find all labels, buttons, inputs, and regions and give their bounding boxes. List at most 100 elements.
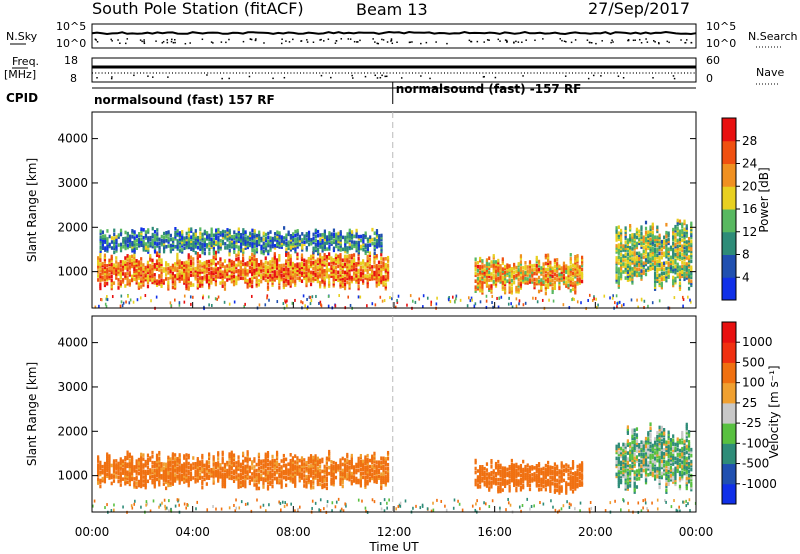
- data-cell: [201, 232, 204, 237]
- data-cell: [334, 257, 338, 262]
- data-cell: [103, 275, 107, 280]
- data-cell: [185, 235, 188, 240]
- data-cell: [576, 274, 579, 278]
- data-cell: [267, 239, 270, 244]
- data-cell: [122, 244, 125, 249]
- data-cell: [266, 470, 270, 475]
- data-cell: [303, 268, 306, 273]
- data-cell: [208, 233, 211, 238]
- data-cell: [624, 228, 627, 232]
- data-cell: [285, 249, 288, 254]
- data-cell: [276, 238, 279, 243]
- data-cell: [214, 274, 218, 279]
- data-cell: [394, 305, 397, 309]
- data-cell: [687, 262, 691, 267]
- data-cell: [685, 264, 688, 268]
- data-cell: [547, 277, 550, 282]
- data-cell: [359, 467, 362, 472]
- data-cell: [135, 459, 138, 463]
- data-cell: [237, 229, 240, 234]
- data-cell: [305, 277, 308, 282]
- data-cell: [124, 262, 127, 266]
- data-cell: [346, 280, 349, 285]
- nave-point: [206, 74, 208, 76]
- data-cell: [366, 471, 369, 476]
- data-cell: [676, 248, 679, 253]
- data-cell: [289, 466, 292, 471]
- data-cell: [269, 244, 272, 248]
- data-cell: [142, 248, 145, 252]
- data-cell: [517, 282, 520, 286]
- noise-search-point: [657, 42, 660, 44]
- data-cell: [212, 459, 215, 463]
- data-cell: [296, 266, 299, 271]
- data-cell: [219, 239, 222, 243]
- data-cell: [366, 264, 369, 269]
- data-cell: [135, 469, 138, 473]
- data-cell: [133, 269, 136, 274]
- nave-point: [429, 77, 431, 80]
- data-cell: [631, 243, 634, 247]
- data-cell: [142, 244, 145, 248]
- data-cell: [341, 270, 344, 275]
- data-cell: [348, 234, 351, 239]
- data-cell: [176, 233, 179, 237]
- data-cell: [155, 267, 159, 271]
- data-cell: [228, 244, 231, 249]
- data-cell: [560, 278, 563, 282]
- data-cell: [377, 280, 381, 285]
- data-cell: [323, 255, 326, 259]
- data-cell: [687, 264, 691, 269]
- data-cell: [244, 240, 247, 244]
- data-cell: [386, 255, 390, 260]
- data-cell: [142, 269, 145, 273]
- data-cell: [192, 244, 195, 249]
- data-cell: [233, 300, 236, 304]
- data-cell: [580, 271, 584, 276]
- data-cell: [146, 278, 150, 283]
- data-cell: [681, 264, 684, 269]
- data-cell: [194, 241, 197, 245]
- data-cell: [266, 296, 268, 300]
- data-cell: [366, 282, 369, 287]
- data-cell: [357, 278, 360, 283]
- data-cell: [212, 457, 215, 461]
- data-cell: [187, 277, 190, 281]
- data-cell: [357, 468, 360, 473]
- data-cell: [649, 245, 652, 249]
- data-cell: [230, 460, 233, 465]
- data-cell: [448, 298, 450, 302]
- data-cell: [569, 278, 572, 283]
- data-cell: [174, 465, 177, 469]
- data-cell: [217, 271, 220, 275]
- data-cell: [319, 252, 322, 257]
- data-cell: [253, 233, 256, 237]
- data-cell: [343, 472, 347, 476]
- data-cell: [128, 242, 132, 247]
- data-cell: [190, 247, 193, 251]
- data-cell: [135, 263, 138, 267]
- data-cell: [294, 474, 297, 478]
- data-cell: [144, 479, 147, 484]
- data-cell: [291, 478, 295, 482]
- data-cell: [357, 262, 360, 267]
- data-cell: [190, 239, 193, 243]
- data-cell: [617, 275, 620, 279]
- data-cell: [98, 304, 100, 308]
- data-cell: [239, 462, 242, 467]
- data-cell: [339, 238, 342, 242]
- data-cell: [528, 266, 532, 270]
- data-cell: [371, 273, 374, 277]
- data-cell: [258, 234, 261, 239]
- data-cell: [212, 269, 215, 274]
- data-cell: [106, 239, 109, 243]
- data-cell: [624, 230, 627, 234]
- data-cell: [289, 254, 292, 258]
- data-cell: [237, 481, 240, 485]
- data-cell: [617, 247, 620, 251]
- frequency-panel: Freq. [MHz] 18 8 60 0 Nave: [4, 54, 784, 85]
- data-cell: [196, 237, 200, 242]
- data-cell: [158, 262, 161, 266]
- data-cell: [672, 255, 675, 260]
- data-cell: [669, 247, 673, 252]
